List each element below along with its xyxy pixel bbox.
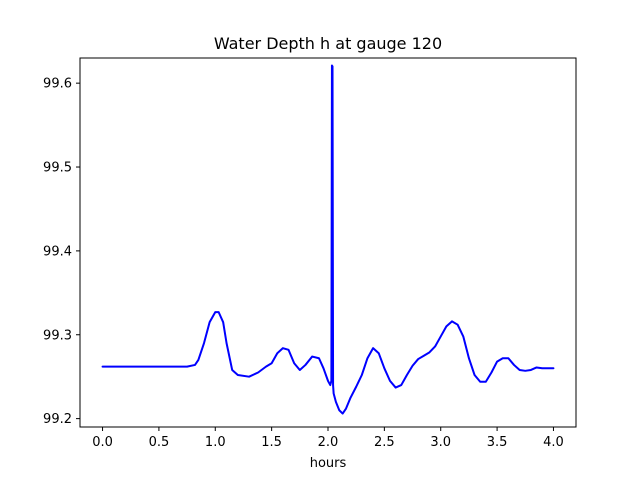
plot-area: [101, 64, 555, 415]
x-tick-label: 1.5: [261, 435, 282, 450]
y-tick-label: 99.5: [43, 161, 72, 176]
x-tick-label: 0.0: [92, 435, 113, 450]
series-line-h: [101, 64, 555, 415]
x-tick-label: 4.0: [543, 435, 564, 450]
x-tick-label: 3.0: [430, 435, 451, 450]
x-axis-label: hours: [310, 456, 347, 471]
x-tick-label: 3.5: [487, 435, 508, 450]
x-tick-label: 0.5: [149, 435, 170, 450]
x-tick-label: 2.5: [374, 435, 395, 450]
y-tick-label: 99.2: [43, 412, 72, 427]
x-axis: 0.0 0.5 1.0 1.5 2.0 2.5 3.0 3.5 4.0: [92, 427, 564, 450]
x-tick-label: 2.0: [318, 435, 339, 450]
x-tick-label: 1.0: [205, 435, 226, 450]
y-tick-label: 99.4: [43, 244, 72, 259]
y-tick-label: 99.3: [43, 328, 72, 343]
y-axis: 99.2 99.3 99.4 99.5 99.6: [43, 77, 80, 427]
chart-title: Water Depth h at gauge 120: [214, 34, 442, 53]
y-tick-label: 99.6: [43, 77, 72, 92]
